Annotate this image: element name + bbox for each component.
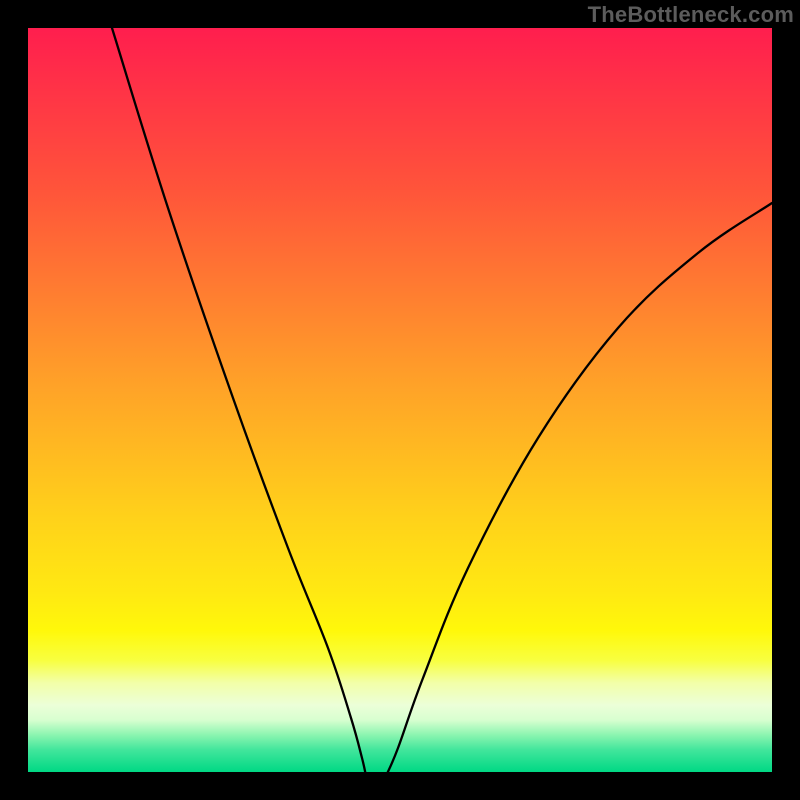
bottleneck-marker (359, 777, 393, 790)
watermark-text: TheBottleneck.com (588, 2, 794, 28)
chart-container: TheBottleneck.com (0, 0, 800, 800)
plot-gradient-background (28, 28, 772, 772)
